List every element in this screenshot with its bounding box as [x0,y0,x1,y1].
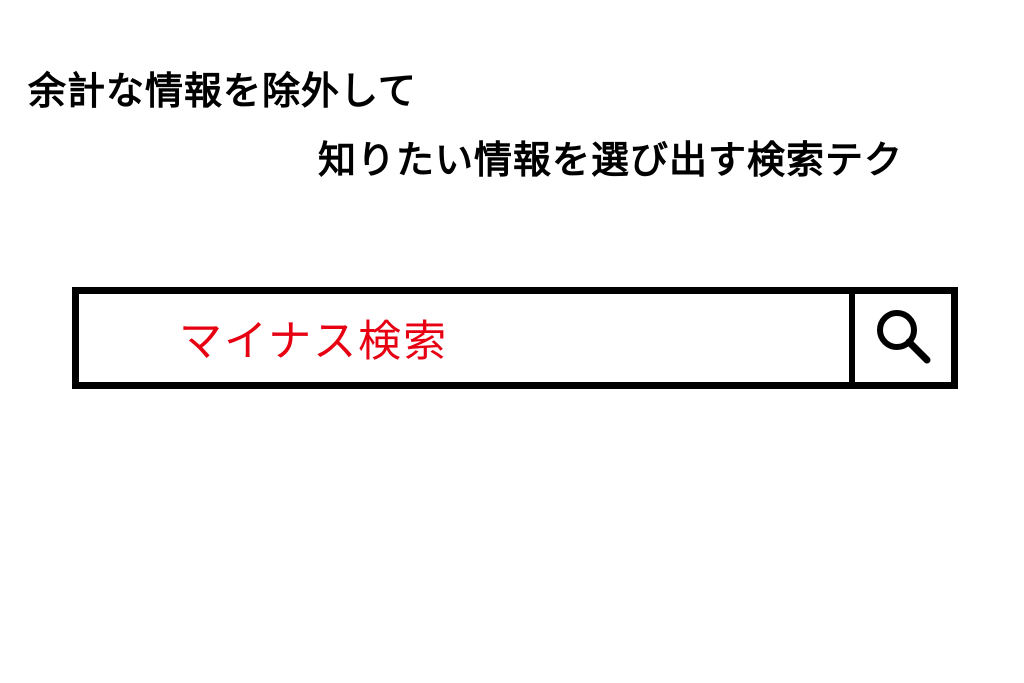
heading-container: 余計な情報を除外して 知りたい情報を選び出す検索テク [28,60,996,184]
heading-line-2: 知りたい情報を選び出す検索テク [318,129,996,184]
search-query-text: マイナス検索 [179,307,448,369]
search-input[interactable]: マイナス検索 [79,294,849,382]
search-bar: マイナス検索 [72,287,958,389]
search-icon [873,306,933,371]
search-button[interactable] [849,294,951,382]
heading-line-1: 余計な情報を除外して [28,60,996,115]
